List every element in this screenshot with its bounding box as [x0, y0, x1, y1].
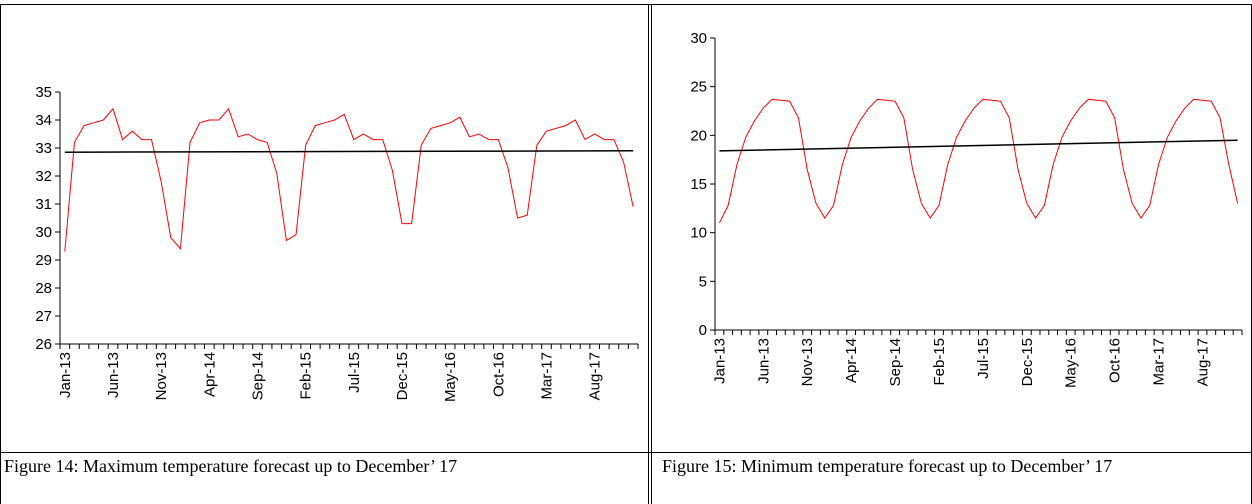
- min-temperature-chart: 0 5 10 15 20 25 30 Jan-13 Jun-13 Nov-13 Apr-14 Sep-…: [690, 30, 1243, 388]
- y-tick-label: 30: [690, 30, 707, 47]
- y-tick-label: 10: [690, 225, 707, 242]
- x-tick-label: Aug-17: [587, 352, 604, 400]
- trend-line: [64, 150, 634, 153]
- y-tick-label: 35: [35, 84, 52, 101]
- x-tick-label: May-16: [1063, 338, 1080, 388]
- y-tick-label: 33: [35, 140, 52, 157]
- max-temperature-panel: 26 27 28 29 30 31 32 33 34 35 Jan-13 Jun-13 Nov-13 Ap…: [0, 4, 648, 504]
- y-tick-label: 29: [35, 252, 52, 269]
- x-tick-label: Dec-15: [1019, 338, 1036, 386]
- x-tick-label: Jul-15: [975, 338, 992, 379]
- x-tick-label: Oct-16: [490, 352, 507, 397]
- forecast-series-line: [718, 98, 1239, 224]
- x-tick-label: Sep-14: [887, 338, 904, 386]
- x-tick-label: Jan-13: [57, 352, 74, 398]
- x-tick-label: Aug-17: [1194, 338, 1211, 386]
- x-tick-label: Apr-14: [843, 338, 860, 383]
- x-tick-label: Jul-15: [346, 352, 363, 393]
- x-tick-label: Jun-13: [755, 338, 772, 384]
- y-tick-label: 0: [699, 322, 707, 339]
- y-tick-label: 32: [35, 168, 52, 185]
- x-tick-label: Mar-17: [538, 352, 555, 400]
- min-temperature-panel: 0 5 10 15 20 25 30 Jan-13 Jun-13 Nov-13 Apr-14 Sep-…: [652, 4, 1252, 504]
- x-tick-label: Feb-15: [931, 338, 948, 386]
- y-tick-label: 30: [35, 224, 52, 241]
- x-tick-label: Nov-13: [799, 338, 816, 386]
- x-tick-label: May-16: [442, 352, 459, 402]
- trend-line: [719, 139, 1238, 152]
- figure-15-caption: Figure 15: Minimum temperature forecast …: [662, 456, 1113, 476]
- y-tick-label: 25: [690, 79, 707, 96]
- y-tick-label: 28: [35, 280, 52, 297]
- y-tick-label: 27: [35, 308, 52, 325]
- max-temperature-chart: 26 27 28 29 30 31 32 33 34 35 Jan-13 Jun-13 Nov-13 Ap…: [35, 84, 639, 402]
- x-tick-label: Sep-14: [249, 352, 266, 400]
- y-tick-label: 20: [690, 127, 707, 144]
- x-tick-label: Jan-13: [711, 338, 728, 384]
- x-tick-label: Jun-13: [105, 352, 122, 398]
- x-tick-label: Dec-15: [394, 352, 411, 400]
- y-tick-label: 34: [35, 112, 52, 129]
- y-tick-label: 15: [690, 176, 707, 193]
- y-tick-label: 31: [35, 196, 52, 213]
- x-tick-label: Mar-17: [1151, 338, 1168, 386]
- y-tick-label: 26: [35, 336, 52, 353]
- x-tick-label: Oct-16: [1107, 338, 1124, 383]
- x-tick-label: Feb-15: [298, 352, 315, 400]
- y-tick-label: 5: [699, 273, 707, 290]
- x-tick-label: Apr-14: [201, 352, 218, 397]
- x-tick-label: Nov-13: [153, 352, 170, 400]
- forecast-series-line: [64, 107, 634, 252]
- figure-14-caption: Figure 14: Maximum temperature forecast …: [4, 456, 458, 476]
